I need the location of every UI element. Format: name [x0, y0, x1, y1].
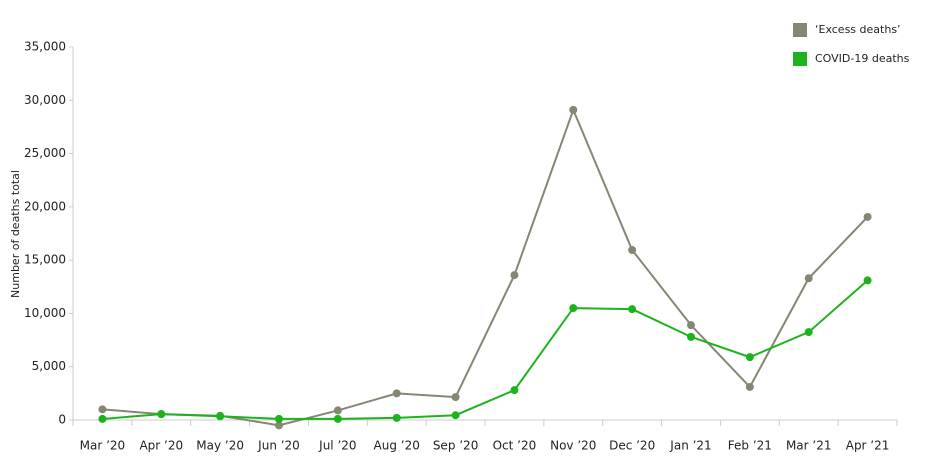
- data-point: [628, 305, 637, 314]
- data-point: [863, 212, 872, 221]
- x-tick-label: Aug ’20: [374, 439, 420, 453]
- y-tick-label: 25,000: [24, 146, 66, 160]
- data-point: [863, 276, 872, 285]
- series-line: [102, 107, 869, 427]
- data-point: [451, 393, 460, 402]
- y-tick-label: 10,000: [24, 306, 66, 320]
- y-tick-label: 30,000: [24, 93, 66, 107]
- data-point: [333, 414, 342, 423]
- data-point: [216, 412, 225, 421]
- data-point: [569, 105, 578, 114]
- x-tick-label: Dec ’20: [609, 439, 655, 453]
- data-point: [392, 413, 401, 422]
- y-tick-label: 5,000: [32, 359, 66, 373]
- data-point: [510, 386, 519, 395]
- x-tick-label: Apr ’21: [846, 439, 890, 453]
- data-point: [687, 332, 695, 341]
- data-point: [333, 406, 342, 415]
- y-tick-label: 35,000: [24, 40, 66, 54]
- series-line: [102, 279, 869, 420]
- data-point: [157, 410, 166, 419]
- data-point: [687, 321, 695, 330]
- data-point: [804, 328, 813, 337]
- data-point: [275, 414, 283, 423]
- legend-swatch: [793, 52, 807, 66]
- x-tick-label: Mar ’21: [786, 439, 832, 453]
- x-tick-label: Mar ’20: [80, 439, 126, 453]
- y-tick-label: 15,000: [24, 253, 66, 267]
- data-point: [98, 414, 107, 423]
- x-tick-label: Apr ’20: [139, 439, 183, 453]
- x-tick-label: Nov ’20: [550, 439, 596, 453]
- data-point: [275, 421, 283, 430]
- data-point: [745, 382, 754, 391]
- x-tick-label: Jan ’21: [669, 439, 711, 453]
- data-point: [451, 411, 460, 420]
- data-point: [98, 405, 107, 414]
- data-point: [569, 304, 578, 313]
- data-point: [804, 274, 813, 283]
- data-point: [628, 246, 637, 255]
- x-tick-label: Oct ’20: [493, 439, 537, 453]
- x-tick-label: Sep ’20: [433, 439, 479, 453]
- x-tick-label: Jun ’20: [257, 439, 300, 453]
- legend-swatch: [793, 23, 807, 37]
- data-point: [510, 271, 519, 280]
- x-tick-label: Feb ’21: [728, 439, 772, 453]
- y-axis-title: Number of deaths total: [9, 170, 22, 298]
- legend-label: COVID-19 deaths: [815, 52, 910, 65]
- y-tick-label: 20,000: [24, 199, 66, 213]
- data-point: [392, 389, 401, 398]
- x-tick-label: Jul ’20: [318, 439, 356, 453]
- legend-label: ‘Excess deaths’: [815, 23, 901, 36]
- data-point: [745, 353, 754, 362]
- x-tick-label: May ’20: [196, 439, 244, 453]
- y-tick-label: 0: [58, 413, 66, 427]
